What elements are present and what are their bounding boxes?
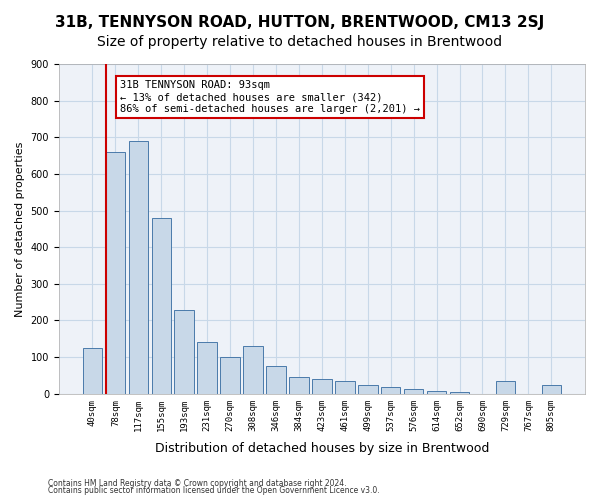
- Bar: [312, 379, 332, 394]
- Text: Size of property relative to detached houses in Brentwood: Size of property relative to detached ho…: [97, 35, 503, 49]
- Text: 31B, TENNYSON ROAD, HUTTON, BRENTWOOD, CM13 2SJ: 31B, TENNYSON ROAD, HUTTON, BRENTWOOD, C…: [55, 15, 545, 30]
- Bar: [220, 357, 240, 394]
- Bar: [197, 342, 217, 394]
- Bar: [335, 381, 355, 394]
- X-axis label: Distribution of detached houses by size in Brentwood: Distribution of detached houses by size …: [155, 442, 489, 455]
- Bar: [289, 376, 308, 394]
- Bar: [542, 384, 561, 394]
- Bar: [152, 218, 171, 394]
- Bar: [450, 392, 469, 394]
- Text: Contains HM Land Registry data © Crown copyright and database right 2024.: Contains HM Land Registry data © Crown c…: [48, 478, 347, 488]
- Bar: [244, 346, 263, 394]
- Bar: [404, 390, 424, 394]
- Bar: [128, 141, 148, 394]
- Bar: [496, 381, 515, 394]
- Bar: [358, 384, 377, 394]
- Bar: [106, 152, 125, 394]
- Bar: [427, 391, 446, 394]
- Text: 31B TENNYSON ROAD: 93sqm
← 13% of detached houses are smaller (342)
86% of semi-: 31B TENNYSON ROAD: 93sqm ← 13% of detach…: [120, 80, 420, 114]
- Bar: [381, 387, 400, 394]
- Y-axis label: Number of detached properties: Number of detached properties: [15, 141, 25, 316]
- Bar: [266, 366, 286, 394]
- Text: Contains public sector information licensed under the Open Government Licence v3: Contains public sector information licen…: [48, 486, 380, 495]
- Bar: [175, 310, 194, 394]
- Bar: [83, 348, 102, 394]
